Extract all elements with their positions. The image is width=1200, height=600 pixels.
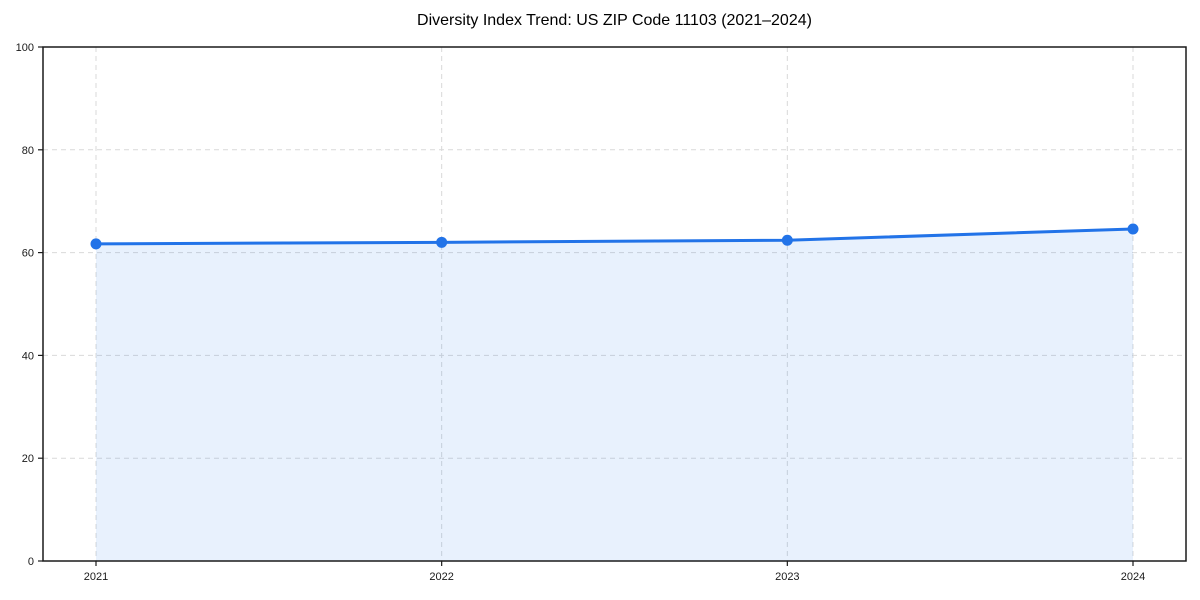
- area-fill: [96, 228, 1133, 561]
- y-tick-label: 60: [22, 248, 34, 260]
- trend-line: [94, 227, 1135, 246]
- y-tick-label: 40: [22, 350, 34, 362]
- data-point-2022: [436, 236, 448, 248]
- plot-background: [43, 47, 1186, 561]
- x-tick-label: 2022: [429, 571, 453, 583]
- x-tick-label: 2024: [1121, 571, 1145, 583]
- y-tick-label: 80: [22, 145, 34, 157]
- y-tick-label: 100: [16, 42, 34, 54]
- y-tick-label: 20: [22, 453, 34, 465]
- chart-title: Diversity Index Trend: US ZIP Code 11103…: [417, 12, 812, 29]
- data-point-2023: [781, 234, 793, 246]
- y-tick-label: 0: [28, 556, 34, 568]
- x-tick-label: 2023: [775, 571, 799, 583]
- data-point-2024: [1127, 223, 1139, 235]
- plot-border: [42, 46, 1187, 562]
- x-tick-label: 2021: [84, 571, 108, 583]
- data-point-2021: [90, 238, 102, 250]
